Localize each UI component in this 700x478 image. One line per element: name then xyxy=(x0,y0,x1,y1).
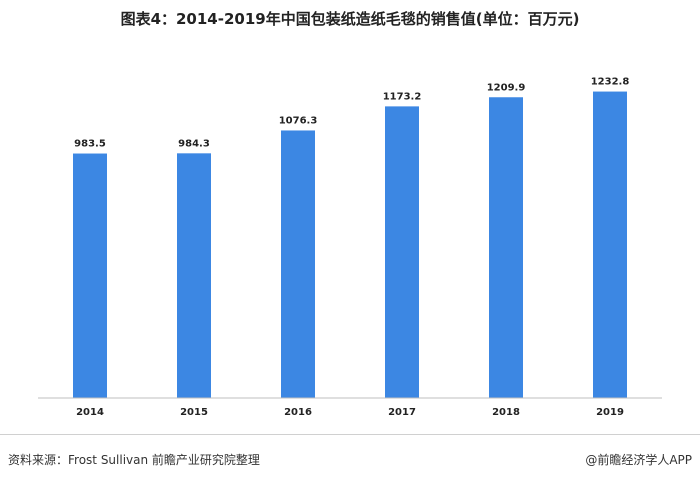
x-tick-label-2016: 2016 xyxy=(284,407,312,418)
value-label-2015: 984.3 xyxy=(178,138,210,149)
value-label-2018: 1209.9 xyxy=(487,82,526,93)
value-label-2017: 1173.2 xyxy=(383,91,422,102)
tick-labels-group: 2014 2015 2016 2017 2018 2019 xyxy=(76,407,624,418)
value-label-2016: 1076.3 xyxy=(279,115,318,126)
bar-2018 xyxy=(489,97,523,399)
value-label-2019: 1232.8 xyxy=(591,77,630,88)
bars-group xyxy=(73,91,627,399)
chart-title: 图表4：2014-2019年中国包装纸造纸毛毯的销售值(单位：百万元) xyxy=(120,10,580,28)
bar-2014 xyxy=(73,153,107,398)
bar-2019 xyxy=(593,91,627,398)
source-note: 资料来源：Frost Sullivan 前瞻产业研究院整理 xyxy=(8,453,260,467)
bar-2016 xyxy=(281,130,315,398)
credit-note: @前瞻经济学人APP xyxy=(585,453,692,467)
footer: 资料来源：Frost Sullivan 前瞻产业研究院整理 @前瞻经济学人APP xyxy=(0,434,700,478)
value-labels-group: 983.5 984.3 1076.3 1173.2 1209.9 1232.8 xyxy=(74,77,629,150)
value-label-2014: 983.5 xyxy=(74,139,106,150)
bar-2015 xyxy=(177,153,211,398)
x-tick-label-2017: 2017 xyxy=(388,407,416,418)
x-tick-label-2018: 2018 xyxy=(492,407,520,418)
x-tick-label-2014: 2014 xyxy=(76,407,104,418)
x-tick-label-2019: 2019 xyxy=(596,407,624,418)
bar-2017 xyxy=(385,106,419,398)
x-tick-label-2015: 2015 xyxy=(180,407,208,418)
